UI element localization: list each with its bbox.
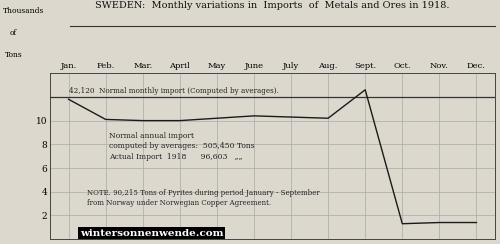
- Text: SWEDEN:  Monthly variations in  Imports  of  Metals and Ores in 1918.: SWEDEN: Monthly variations in Imports of…: [95, 1, 450, 10]
- Text: NOTE. 90,215 Tons of Pyrites during period January - September
from Norway under: NOTE. 90,215 Tons of Pyrites during peri…: [87, 189, 320, 206]
- Text: Actual Import  1918      96,603   „„: Actual Import 1918 96,603 „„: [110, 152, 243, 161]
- Text: Thousands: Thousands: [2, 7, 44, 15]
- Text: Tons: Tons: [5, 51, 23, 59]
- Text: 42,120  Normal monthly import (Computed by averages).: 42,120 Normal monthly import (Computed b…: [69, 87, 279, 95]
- Text: Normal annual import
computed by averages:  505,450 Tons: Normal annual import computed by average…: [110, 132, 255, 150]
- Text: of: of: [10, 29, 17, 37]
- Text: wintersonnenwende.com: wintersonnenwende.com: [80, 229, 223, 238]
